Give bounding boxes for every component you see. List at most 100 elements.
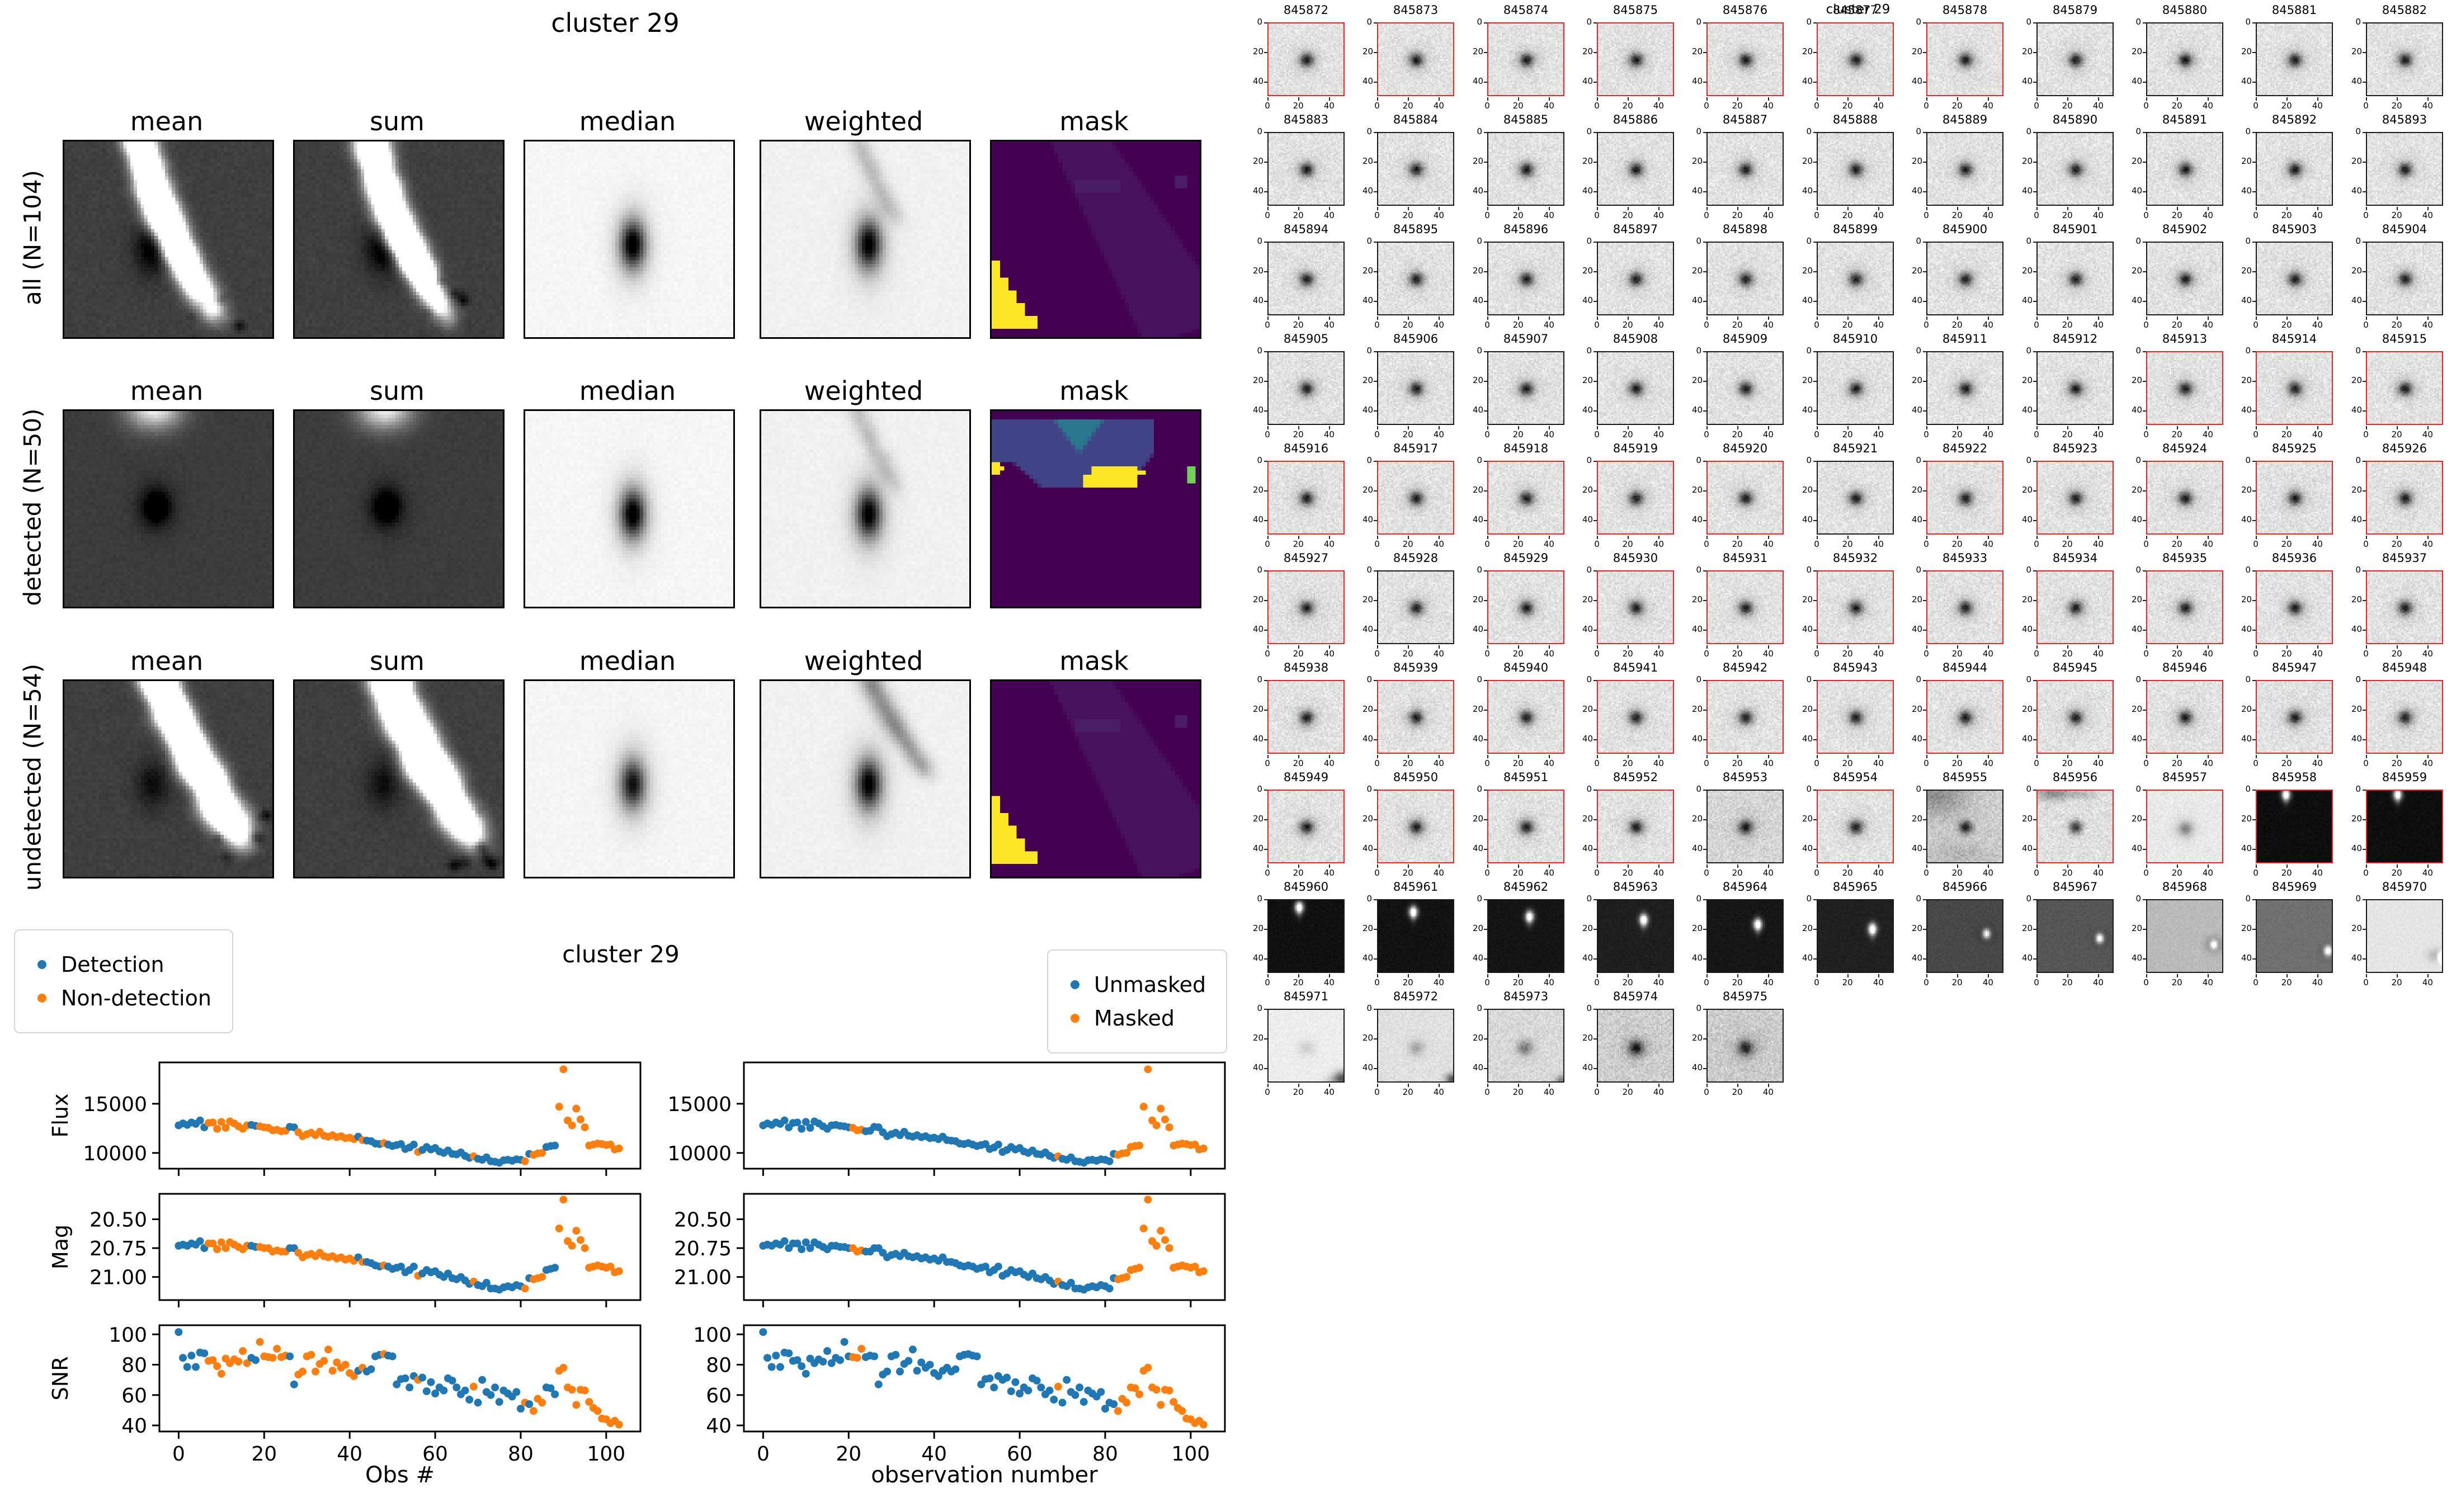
- composite-image-median: [525, 681, 733, 877]
- y-tick-label: 20: [2351, 375, 2363, 385]
- svg-text:15000: 15000: [667, 1093, 732, 1116]
- x-tick-label: 20: [2062, 977, 2073, 987]
- x-tick-mark: [2317, 426, 2319, 429]
- y-tick-mark: [1264, 271, 1267, 272]
- x-tick-label: 40: [2202, 649, 2213, 659]
- y-tick-mark: [1703, 848, 1706, 850]
- cutout-id-label: 845920: [1722, 442, 1768, 455]
- x-tick-label: 20: [1951, 210, 1963, 220]
- cutout-image: [1488, 571, 1563, 643]
- y-tick-label: 0: [2135, 894, 2141, 904]
- x-tick-mark: [1487, 97, 1488, 101]
- x-tick-label: 20: [1402, 539, 1413, 549]
- x-tick-label: 0: [2253, 539, 2259, 549]
- cutout-cell: 845904 0 20 40 0 20 40: [2351, 223, 2458, 329]
- x-tick-mark: [1439, 974, 1440, 977]
- cutout-cell: 845946 0 20 40 0 20 40: [2132, 661, 2238, 768]
- cutout-cell: 845891 0 20 40 0 20 40: [2132, 113, 2238, 220]
- y-tick-mark: [1813, 161, 1817, 163]
- composite-panel-mask: [990, 140, 1201, 339]
- x-tick-label: 0: [1814, 320, 1819, 330]
- y-tick-mark: [1593, 709, 1597, 711]
- x-tick-mark: [1267, 974, 1269, 977]
- cutout-box: [1487, 790, 1564, 863]
- cutout-box: [1487, 461, 1564, 535]
- x-tick-mark: [2146, 207, 2147, 210]
- x-tick-mark: [1988, 536, 1989, 539]
- y-tick-label: 0: [2135, 455, 2141, 465]
- y-tick-label: 40: [2132, 185, 2143, 196]
- x-tick-mark: [2036, 426, 2038, 429]
- y-tick-label: 40: [2132, 733, 2143, 744]
- y-tick-mark: [2252, 242, 2256, 243]
- y-tick-label: 20: [2241, 155, 2252, 166]
- x-tick-label: 0: [2363, 429, 2369, 440]
- x-tick-mark: [1768, 974, 1770, 977]
- y-tick-mark: [1923, 739, 1926, 740]
- composite-panel-median: [524, 409, 735, 608]
- x-tick-label: 0: [2363, 977, 2369, 987]
- cutout-image: [1269, 571, 1343, 643]
- y-tick-label: 20: [2241, 265, 2252, 276]
- x-tick-mark: [1957, 974, 1959, 977]
- y-tick-label: 0: [1806, 894, 1812, 904]
- y-tick-mark: [1703, 790, 1706, 791]
- y-tick-mark: [2252, 161, 2256, 163]
- x-tick-label: 40: [1433, 649, 1444, 659]
- x-tick-mark: [2067, 207, 2069, 210]
- cutout-box: [1597, 570, 1674, 644]
- y-tick-mark: [1264, 570, 1267, 571]
- y-tick-mark: [1813, 51, 1817, 53]
- x-tick-mark: [1706, 97, 1708, 101]
- cutout-id-label: 845906: [1393, 332, 1439, 346]
- y-tick-mark: [1484, 351, 1487, 352]
- cutout-cell: 845899 0 20 40 0 20 40: [1802, 223, 1908, 329]
- x-tick-label: 20: [2391, 649, 2402, 659]
- cutout-image: [2147, 133, 2222, 205]
- y-tick-label: 40: [1582, 733, 1593, 744]
- x-tick-label: 40: [1433, 868, 1444, 878]
- x-tick-mark: [2397, 426, 2398, 429]
- y-tick-label: 0: [1366, 784, 1372, 794]
- y-tick-label: 40: [1253, 1062, 1264, 1072]
- x-tick-mark: [1817, 97, 1818, 101]
- x-tick-mark: [2177, 536, 2179, 539]
- y-tick-label: 20: [2022, 484, 2033, 495]
- cutout-image: [1818, 23, 1893, 95]
- x-tick-mark: [1847, 536, 1849, 539]
- x-tick-mark: [1439, 536, 1440, 539]
- composite-image-median: [525, 141, 733, 337]
- cutout-box: [1597, 790, 1674, 863]
- scatter-figure-title: cluster 29: [562, 941, 680, 968]
- x-tick-label: 40: [1653, 101, 1664, 111]
- y-tick-label: 40: [1692, 623, 1703, 634]
- y-tick-label: 20: [1582, 265, 1593, 276]
- x-tick-label: 0: [2363, 539, 2369, 549]
- cutout-cell: 845941 0 20 40 0 20 40: [1582, 661, 1689, 768]
- y-tick-mark: [1264, 132, 1267, 133]
- y-tick-label: 40: [2351, 185, 2363, 196]
- cutout-id-label: 845968: [2162, 880, 2208, 894]
- cutout-image: [2038, 23, 2113, 95]
- x-tick-mark: [2397, 974, 2398, 977]
- y-tick-mark: [1923, 242, 1926, 243]
- x-tick-mark: [1658, 645, 1660, 649]
- cutout-image: [1927, 462, 2002, 533]
- x-tick-mark: [1658, 974, 1660, 977]
- x-tick-mark: [2208, 316, 2209, 320]
- x-tick-mark: [2036, 97, 2038, 101]
- y-tick-mark: [1813, 242, 1817, 243]
- y-tick-mark: [1703, 599, 1706, 601]
- y-tick-label: 0: [2245, 455, 2251, 465]
- x-tick-mark: [2208, 536, 2209, 539]
- x-tick-label: 0: [1265, 101, 1270, 111]
- y-tick-mark: [1593, 1067, 1597, 1069]
- cutout-box: [2036, 680, 2114, 754]
- y-tick-mark: [1484, 271, 1487, 272]
- y-tick-label: 40: [2022, 514, 2033, 525]
- cutout-box: [1926, 132, 2003, 206]
- x-tick-mark: [1706, 755, 1708, 758]
- y-tick-mark: [1703, 271, 1706, 272]
- cutout-image: [1708, 900, 1783, 972]
- y-tick-label: 40: [2241, 514, 2252, 525]
